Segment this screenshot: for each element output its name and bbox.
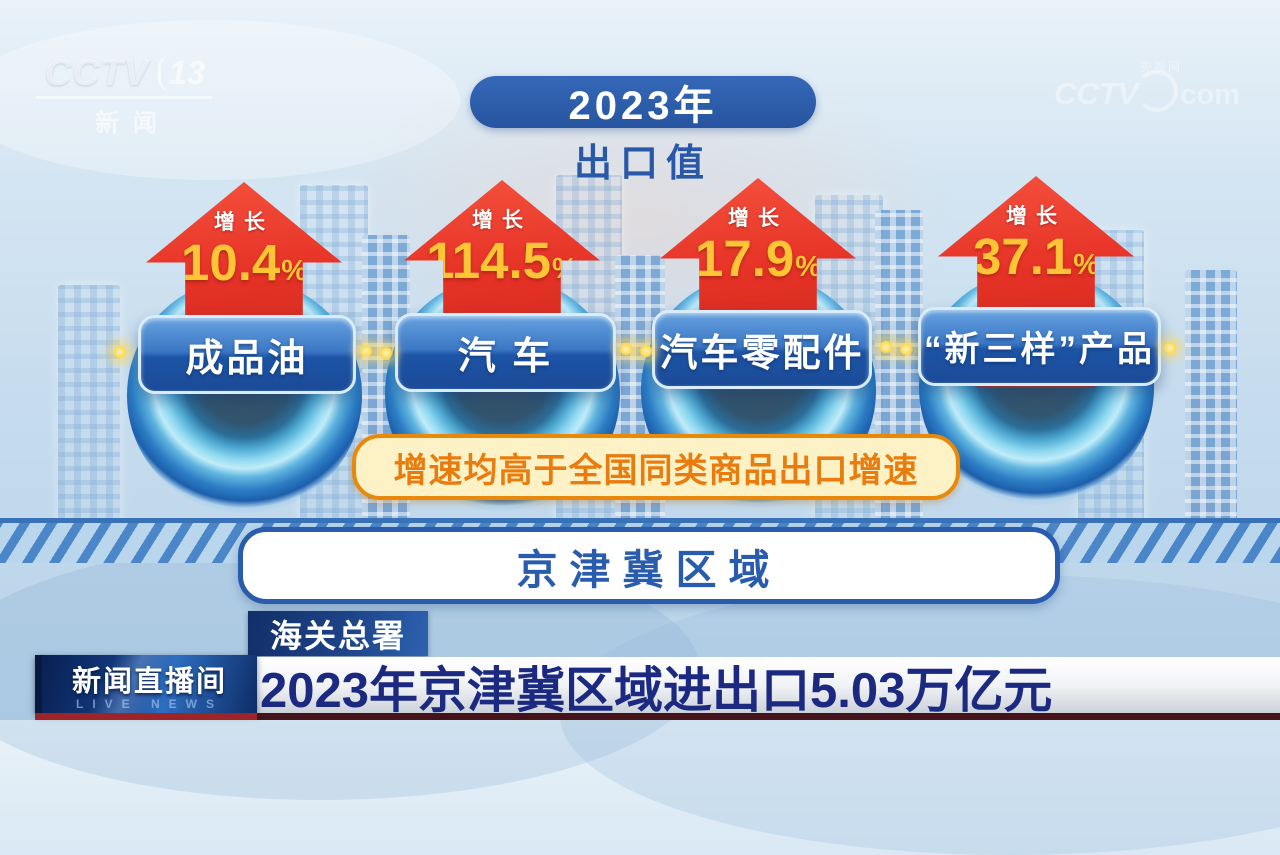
program-title: 新闻直播间: [71, 666, 227, 698]
growth-value: 17.9: [694, 230, 795, 287]
sparkle-icon: [898, 341, 914, 357]
growth-label: 增长: [472, 209, 532, 232]
growth-value: 114.5: [426, 232, 551, 289]
growth-label: 增长: [1006, 205, 1066, 228]
background-wave: [0, 20, 460, 180]
sparkle-icon: [358, 343, 374, 359]
category-pill: 成品油: [138, 315, 356, 394]
cctv13-logo: CCTV 13 新闻: [36, 52, 216, 138]
cctv-com-watermark: 央视网 CCTV com: [1053, 60, 1240, 112]
site-name-text: 央视网: [1139, 60, 1182, 74]
building-silhouette: [1185, 270, 1237, 555]
watermark-brand: CCTV: [1053, 76, 1139, 111]
sparkle-icon: [878, 339, 894, 355]
watermark-domain: com: [1180, 79, 1240, 111]
channel-number: 13: [157, 54, 208, 92]
headline-bar: 2023年京津冀区域进出口5.03万亿元: [248, 657, 1280, 718]
program-badge: 新闻直播间 LIVE NEWS: [35, 655, 257, 714]
sparkle-icon: [378, 345, 394, 361]
sparkle-icon: [618, 341, 634, 357]
sparkle-icon: [112, 344, 128, 360]
logo-swoosh: [36, 96, 212, 99]
sparkle-icon: [1162, 340, 1178, 356]
category-pill: “新三样”产品: [918, 307, 1161, 386]
channel-subtitle: 新闻: [95, 110, 171, 137]
region-banner: 京津冀区域: [238, 527, 1060, 604]
cctv-logo-text: CCTV: [44, 52, 150, 93]
watermark-swoosh-icon: [1136, 70, 1179, 112]
building-silhouette: [875, 210, 923, 555]
page-title: 出口值: [573, 143, 712, 185]
note-banner: 增速均高于全国同类商品出口增速: [352, 434, 960, 500]
category-pill: 汽车零配件: [652, 310, 872, 389]
news-headline: 2023年京津冀区域进出口5.03万亿元: [260, 663, 1053, 718]
program-subtitle: LIVE NEWS: [75, 697, 223, 711]
percent-sign: %: [281, 255, 308, 287]
percent-sign: %: [795, 251, 822, 283]
percent-sign: %: [1073, 249, 1100, 281]
sparkle-icon: [638, 343, 654, 359]
growth-value: 37.1: [972, 228, 1073, 285]
bottom-accent-strip: [35, 713, 1280, 720]
building-silhouette: [58, 285, 120, 555]
source-badge: 海关总署: [248, 611, 429, 656]
growth-label: 增长: [214, 211, 274, 234]
year-badge: 2023年: [470, 76, 816, 128]
growth-label: 增长: [728, 207, 788, 230]
category-pill: 汽 车: [395, 313, 616, 392]
growth-value: 10.4: [180, 234, 281, 291]
